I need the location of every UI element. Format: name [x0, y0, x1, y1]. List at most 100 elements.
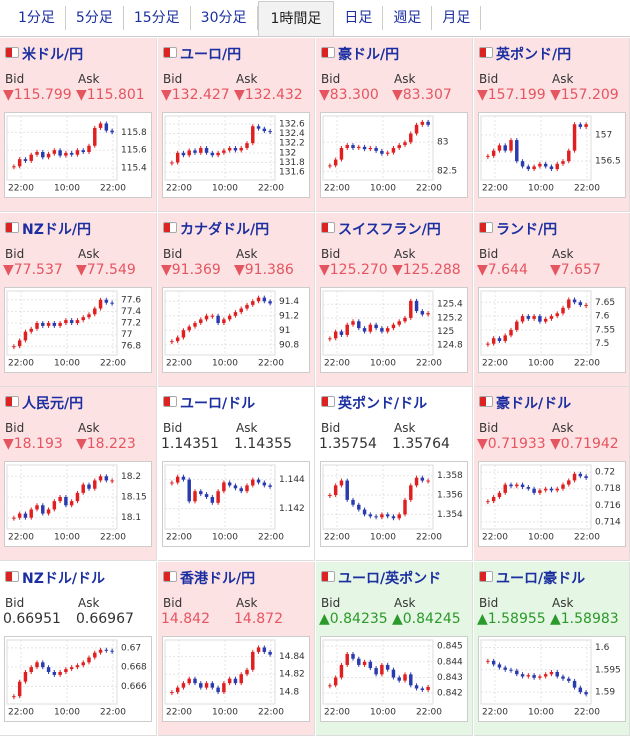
candle — [497, 492, 502, 497]
rate-card[interactable]: 香港ドル/円 Bid Ask 14.842 14.872 14.8 14.82 14.84 22… — [158, 561, 315, 736]
candle — [204, 494, 209, 497]
ask-price: ▼83.307 — [392, 87, 452, 103]
candle — [233, 485, 238, 489]
rate-card[interactable]: NZドル/ドル Bid Ask 0.66951 0.66967 0.666 0.668 0.6… — [0, 561, 157, 736]
tab[interactable]: 5分足 — [66, 6, 124, 30]
rate-card[interactable]: ランド/円 Bid Ask ▼7.644 ▼7.657 7.5 7.55 7.6 7.65 22:… — [474, 212, 630, 387]
candle — [520, 315, 525, 322]
candle — [35, 505, 39, 510]
pair-title: NZドル/ドル — [22, 570, 105, 587]
flag-icon — [479, 570, 493, 582]
candle — [187, 326, 191, 330]
tab[interactable]: 月足 — [432, 6, 482, 30]
mini-chart: 7.5 7.55 7.6 7.65 22:00 10:00 22:00 — [478, 286, 626, 373]
candle — [328, 684, 332, 686]
tab[interactable]: 15分足 — [124, 6, 191, 30]
y-tick-label: 7.55 — [595, 325, 615, 335]
candle — [339, 664, 344, 677]
ask-label: Ask — [552, 595, 574, 610]
candle — [491, 337, 496, 344]
tab[interactable]: 週足 — [383, 6, 433, 30]
rate-card[interactable]: 英ポンド/円 Bid Ask ▼157.199 ▼157.209 156.5 157 22:0… — [474, 38, 630, 212]
rate-card[interactable]: NZドル/円 Bid Ask ▼77.537 ▼77.549 76.8 77 77.2 77.4… — [0, 212, 157, 387]
y-tick-label: 131.8 — [279, 158, 305, 168]
rate-card[interactable]: ユーロ/英ポンド Bid Ask ▲0.84235 ▲0.84245 0.842 0.843… — [316, 561, 473, 736]
pair-title: 香港ドル/円 — [180, 570, 256, 587]
rate-card[interactable]: 英ポンド/ドル Bid Ask 1.35754 1.35764 1.354 1.356 1.3… — [316, 387, 473, 561]
candle — [58, 497, 62, 502]
candle — [64, 152, 68, 156]
candle — [555, 488, 559, 491]
candle — [345, 653, 349, 665]
candle — [397, 514, 401, 519]
x-tick-label: 22:00 — [100, 707, 126, 717]
candle — [403, 673, 407, 681]
candle — [420, 687, 425, 690]
pair-title: ユーロ/円 — [180, 47, 242, 63]
rate-card[interactable]: カナダドル/円 Bid Ask ▼91.369 ▼91.386 90.8 91 91.2 91.… — [158, 212, 315, 387]
candle — [491, 497, 496, 502]
candle — [385, 327, 390, 332]
tab[interactable]: 1分足 — [8, 6, 66, 30]
y-tick-label: 91.2 — [279, 311, 299, 321]
bid-label: Bid — [479, 246, 499, 261]
rate-card[interactable]: 人民元/円 Bid Ask ▼18.193 ▼18.223 18.1 18.15 18.2 22… — [0, 387, 157, 561]
rate-card[interactable]: スイスフラン/円 Bid Ask ▼125.270 ▼125.288 124.8 125 12… — [316, 212, 473, 387]
flag-icon — [479, 396, 493, 407]
candle — [93, 308, 97, 314]
x-tick-label: 22:00 — [324, 184, 350, 194]
y-tick-label: 124.8 — [437, 340, 463, 350]
tab[interactable]: 1時間足 — [257, 0, 335, 36]
rate-card[interactable]: ユーロ/円 Bid Ask ▼132.427 ▼132.432 131.6 131.8 132… — [158, 38, 315, 212]
pair-title: ランド/円 — [496, 221, 558, 238]
rate-card[interactable]: ユーロ/豪ドル Bid Ask ▲1.58955 ▲1.58983 1.59 1.595 1.… — [474, 561, 630, 736]
candle — [75, 319, 80, 323]
x-tick-label: 22:00 — [482, 358, 508, 368]
plot-frame — [322, 639, 434, 704]
candle — [357, 146, 361, 148]
candle — [210, 152, 215, 156]
mini-chart: 14.8 14.82 14.84 22:00 10:00 22:00 — [162, 635, 310, 722]
y-tick-label: 0.668 — [121, 662, 147, 672]
candle — [584, 476, 588, 478]
rate-card[interactable]: 豪ドル/ドル Bid Ask ▼0.71933 ▼0.71942 0.714 0.716 0.… — [474, 387, 630, 561]
x-tick-label: 10:00 — [528, 533, 554, 543]
candle — [69, 319, 74, 323]
mini-chart: 82.5 83 22:00 10:00 22:00 — [320, 112, 468, 198]
candle — [503, 145, 507, 151]
rate-card[interactable]: ユーロ/ドル Bid Ask 1.14351 1.14355 1.142 1.144 22:0… — [158, 387, 315, 561]
candle — [584, 691, 588, 694]
tab[interactable]: 日足 — [334, 6, 384, 30]
candle — [210, 682, 215, 688]
candle — [572, 299, 577, 302]
candle — [426, 686, 430, 690]
rate-card[interactable]: 豪ドル/円 Bid Ask ▼83.300 ▼83.307 82.5 83 22:00 10:0… — [316, 38, 473, 212]
candle — [578, 473, 583, 477]
candle — [12, 345, 16, 347]
candle — [578, 687, 583, 692]
bid-label: Bid — [5, 246, 25, 261]
candle — [549, 488, 554, 491]
candle — [12, 517, 16, 519]
ask-price: ▼77.549 — [76, 261, 136, 278]
candle — [374, 516, 378, 518]
y-tick-label: 1.356 — [437, 491, 463, 501]
candle — [98, 476, 103, 481]
tab[interactable]: 30分足 — [191, 6, 258, 30]
bid-label: Bid — [321, 246, 341, 261]
bid-label: Bid — [163, 421, 183, 435]
ask-label: Ask — [552, 72, 574, 86]
candle — [368, 514, 373, 517]
ask-label: Ask — [552, 421, 574, 435]
candle — [175, 152, 180, 163]
ask-price: ▼125.288 — [392, 261, 461, 278]
rate-card[interactable]: 米ドル/円 Bid Ask ▼115.799 ▼115.801 115.4 115.6 115… — [0, 38, 157, 212]
candle — [216, 315, 220, 323]
y-tick-label: 125.4 — [437, 299, 463, 309]
y-tick-label: 77.2 — [121, 318, 141, 328]
candle — [572, 680, 577, 688]
y-tick-label: 0.714 — [595, 517, 621, 527]
flag-icon — [163, 221, 177, 233]
x-tick-label: 10:00 — [54, 184, 80, 194]
x-tick-label: 22:00 — [324, 533, 350, 543]
